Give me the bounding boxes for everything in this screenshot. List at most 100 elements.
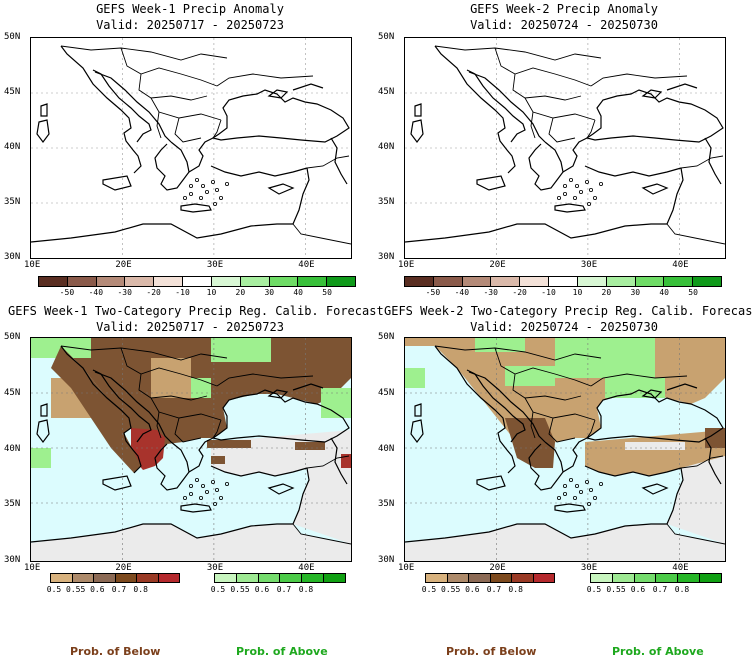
colorbar-swatch bbox=[591, 574, 613, 582]
lat-tick-label: 35N bbox=[378, 197, 395, 207]
colorbar-swatch bbox=[405, 277, 434, 286]
lat-tick-label: 40N bbox=[4, 142, 21, 152]
colorbar-tick-label: 0.8 bbox=[674, 585, 690, 594]
panel4-prob-above-label: Prob. of Above bbox=[612, 645, 704, 658]
panel4-prob-below-label: Prob. of Below bbox=[446, 645, 537, 658]
lon-tick-label: 40E bbox=[298, 260, 315, 270]
colorbar-tick-label: 0.7 bbox=[652, 585, 668, 594]
colorbar-swatch bbox=[520, 277, 550, 286]
panel1-map[interactable] bbox=[30, 37, 352, 259]
colorbar-swatch bbox=[606, 277, 636, 286]
lat-tick-label: 30N bbox=[378, 555, 395, 565]
colorbar-swatch bbox=[462, 277, 492, 286]
colorbar-tick-label: 0.6 bbox=[90, 585, 105, 594]
lon-tick-label: 30E bbox=[580, 260, 598, 270]
colorbar-swatch bbox=[490, 574, 512, 582]
lon-tick-label: 20E bbox=[489, 563, 506, 573]
lat-tick-label: 50N bbox=[4, 332, 21, 342]
colorbar-swatch bbox=[700, 574, 721, 582]
colorbar-swatch bbox=[236, 574, 259, 582]
lat-tick-label: 40N bbox=[378, 443, 395, 454]
colorbar-swatch bbox=[39, 277, 68, 286]
colorbar-tick-label: 0.5 bbox=[210, 585, 226, 594]
panel4-forecast-field bbox=[405, 338, 725, 561]
lon-tick-label: 30E bbox=[580, 563, 598, 573]
panel3-map[interactable] bbox=[30, 337, 352, 562]
lat-tick-label: 45N bbox=[4, 387, 21, 398]
lon-tick-label: 20E bbox=[115, 563, 132, 573]
panel3-prob-below-label: Prob. of Below bbox=[70, 645, 161, 658]
colorbar-tick-label: 10 bbox=[572, 288, 583, 297]
panel4-map[interactable] bbox=[404, 337, 726, 562]
colorbar-tick-label: 0.8 bbox=[298, 585, 314, 594]
lat-tick-label: 45N bbox=[4, 87, 21, 97]
lat-tick-label: 35N bbox=[4, 499, 21, 510]
lat-tick-label: 40N bbox=[4, 443, 21, 454]
panel3-prob-above-label: Prob. of Above bbox=[236, 645, 328, 658]
panel2-coastlines bbox=[405, 38, 725, 258]
colorbar-swatch bbox=[298, 277, 328, 286]
panel2-anomaly-colorbar bbox=[404, 276, 722, 287]
lat-tick-label: 35N bbox=[4, 197, 21, 207]
panel3-below-colorbar bbox=[50, 573, 180, 583]
colorbar-swatch bbox=[635, 277, 665, 286]
lon-tick-label: 10E bbox=[398, 563, 415, 573]
lon-tick-label: 20E bbox=[489, 260, 506, 270]
colorbar-swatch bbox=[215, 574, 237, 582]
panel4-above-colorbar bbox=[590, 573, 722, 583]
colorbar-tick-label: 30 bbox=[630, 288, 641, 297]
colorbar-swatch bbox=[577, 277, 607, 286]
lat-tick-label: 30N bbox=[378, 252, 395, 262]
colorbar-tick-label: -40 bbox=[454, 288, 470, 297]
lon-tick-label: 40E bbox=[672, 260, 689, 270]
colorbar-swatch bbox=[258, 574, 281, 582]
colorbar-swatch bbox=[612, 574, 635, 582]
lat-tick-label: 50N bbox=[378, 332, 395, 342]
colorbar-tick-label: 0.55 bbox=[66, 585, 86, 594]
colorbar-swatch bbox=[302, 574, 325, 582]
colorbar-tick-label: -30 bbox=[483, 288, 498, 297]
colorbar-swatch bbox=[158, 574, 179, 582]
lon-tick-label: 20E bbox=[115, 260, 132, 270]
colorbar-swatch bbox=[693, 277, 721, 286]
lat-tick-label: 50N bbox=[4, 32, 21, 42]
panel1-title: GEFS Week-1 Precip Anomaly bbox=[96, 2, 284, 16]
panel1-anomaly-colorbar bbox=[38, 276, 356, 287]
panel4-title: GEFS Week-2 Two-Category Precip Reg. Cal… bbox=[384, 304, 752, 318]
colorbar-swatch bbox=[96, 277, 126, 286]
colorbar-tick-label: -20 bbox=[512, 288, 527, 297]
colorbar-tick-label: 0.55 bbox=[606, 585, 626, 594]
colorbar-swatch bbox=[115, 574, 137, 582]
panel2-map[interactable] bbox=[404, 37, 726, 259]
colorbar-swatch bbox=[549, 277, 578, 286]
colorbar-tick-label: 0.8 bbox=[508, 585, 523, 594]
colorbar-swatch bbox=[51, 574, 73, 582]
colorbar-swatch bbox=[327, 277, 355, 286]
colorbar-tick-label: 40 bbox=[659, 288, 669, 297]
colorbar-swatch bbox=[154, 277, 184, 286]
colorbar-tick-label: 0.6 bbox=[630, 585, 646, 594]
panel3-subtitle: Valid: 20250717 - 20250723 bbox=[96, 320, 284, 334]
colorbar-tick-label: 30 bbox=[264, 288, 275, 297]
colorbar-tick-label: 0.6 bbox=[465, 585, 480, 594]
colorbar-tick-label: 0.55 bbox=[230, 585, 250, 594]
lat-tick-label: 30N bbox=[4, 252, 21, 262]
colorbar-tick-label: 10 bbox=[206, 288, 217, 297]
colorbar-swatch bbox=[512, 574, 534, 582]
colorbar-swatch bbox=[469, 574, 491, 582]
colorbar-tick-label: 0.5 bbox=[421, 585, 437, 594]
lat-tick-label: 50N bbox=[378, 32, 395, 42]
colorbar-tick-label: 0.7 bbox=[486, 585, 502, 594]
lon-tick-label: 40E bbox=[298, 563, 315, 573]
lon-tick-label: 30E bbox=[206, 563, 224, 573]
colorbar-tick-label: 20 bbox=[235, 288, 246, 297]
colorbar-tick-label: 0.8 bbox=[133, 585, 148, 594]
panel1-subtitle: Valid: 20250717 - 20250723 bbox=[96, 18, 284, 32]
panel3-title: GEFS Week-1 Two-Category Precip Reg. Cal… bbox=[8, 304, 384, 318]
colorbar-swatch bbox=[426, 574, 448, 582]
panel4-below-colorbar bbox=[425, 573, 555, 583]
colorbar-swatch bbox=[240, 277, 270, 286]
colorbar-tick-label: 50 bbox=[688, 288, 698, 297]
panel2-subtitle: Valid: 20250724 - 20250730 bbox=[470, 18, 658, 32]
colorbar-tick-label: -30 bbox=[117, 288, 132, 297]
